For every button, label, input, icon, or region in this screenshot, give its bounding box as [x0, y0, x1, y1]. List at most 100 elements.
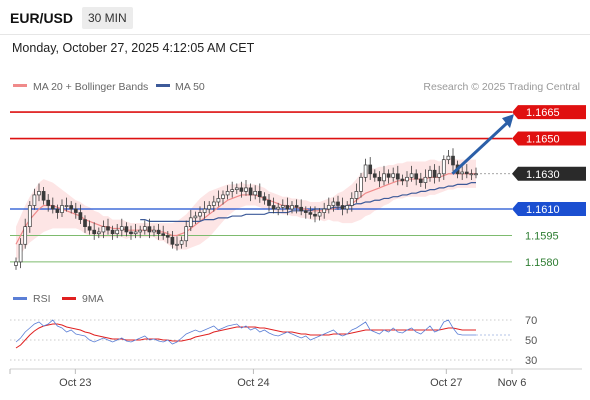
candle-body — [248, 187, 253, 196]
rsi-panel: 70 50 30 — [10, 315, 537, 367]
candle-body — [27, 205, 32, 228]
candle-body — [184, 226, 189, 242]
rsi-level-label-30: 30 — [525, 355, 537, 367]
projection — [451, 114, 514, 175]
candle-body — [110, 229, 115, 235]
timestamp: Monday, October 27, 2025 4:12:05 AM CET — [12, 41, 255, 55]
candle-body — [129, 231, 133, 235]
candle-body — [354, 191, 359, 199]
candle-body — [124, 226, 129, 233]
candle-body — [188, 217, 193, 228]
candle-body — [414, 173, 419, 180]
candle-body — [198, 212, 202, 217]
candle-body — [92, 229, 97, 235]
level-badge-text-1.1610: 1.1610 — [526, 204, 560, 216]
x-tick-label-Nov 6: Nov 6 — [498, 377, 527, 389]
candle-body — [225, 191, 230, 196]
header-divider — [0, 34, 590, 35]
level-badge-text-1.1650: 1.1650 — [526, 134, 560, 146]
candle-body — [262, 196, 267, 201]
candle-body — [460, 171, 465, 175]
candle-body — [211, 201, 216, 206]
level-badge-1.1630 — [512, 166, 586, 181]
candle-body — [37, 191, 41, 196]
chart-legend: MA 20 + Bollinger Bands MA 50 Research ©… — [13, 81, 580, 93]
candle-body — [14, 261, 18, 266]
candle-body — [437, 173, 442, 178]
candle-body — [221, 194, 225, 199]
candle-body — [101, 226, 106, 233]
x-tick-label-Oct 23: Oct 23 — [59, 377, 91, 389]
symbol-title: EUR/USD — [10, 10, 74, 26]
candle-body — [303, 210, 308, 213]
level-badge-1.1665 — [512, 105, 586, 120]
candle-body — [469, 173, 474, 176]
candle-body — [23, 226, 28, 245]
candle-body — [202, 208, 207, 213]
candle-body — [386, 173, 391, 178]
candle-body — [142, 226, 147, 231]
candle-body — [179, 240, 184, 245]
candle-body — [60, 205, 64, 213]
rsi-legend-swatch — [13, 297, 27, 300]
level-badge-1.1650 — [512, 131, 586, 146]
candle-body — [400, 178, 405, 182]
candle-body — [165, 235, 170, 238]
candle-body — [441, 159, 446, 175]
candle-body — [409, 173, 414, 178]
candle-body — [55, 208, 60, 213]
candle-body — [271, 205, 276, 210]
price-levels — [10, 111, 512, 263]
candle-body — [50, 205, 55, 210]
candle-body — [322, 208, 327, 213]
candle-body — [41, 191, 46, 201]
ma50-legend-label: MA 50 — [175, 81, 205, 93]
candle-body — [464, 171, 469, 175]
candle-body — [432, 169, 437, 178]
candle-body — [372, 173, 377, 178]
candle-body — [428, 169, 432, 178]
candle-body — [46, 199, 51, 206]
rsi-level-label-70: 70 — [525, 315, 537, 327]
candle-body — [234, 187, 239, 190]
rsi-ma-line — [15, 323, 476, 349]
candle-body — [152, 229, 156, 233]
candle-body — [156, 229, 161, 235]
rsi-legend: RSI 9MA — [13, 293, 104, 305]
candle-body — [405, 176, 409, 182]
candle-body — [451, 155, 455, 166]
candle-body — [299, 206, 304, 212]
candle-body — [239, 187, 244, 192]
candle-body — [363, 164, 368, 178]
candle-body — [69, 205, 74, 210]
candle-body — [216, 198, 221, 203]
rsi-level-label-50: 50 — [525, 335, 537, 347]
candle-body — [340, 205, 345, 210]
candle-body — [474, 173, 478, 176]
candle-body — [253, 191, 258, 196]
candle-body — [359, 176, 363, 192]
candle-body — [64, 205, 69, 207]
candle-body — [207, 205, 212, 210]
copyright-text: Research © 2025 Trading Central — [423, 81, 580, 93]
candle-body — [119, 226, 124, 231]
x-tick-label-Oct 27: Oct 27 — [430, 377, 462, 389]
x-tick-label-Oct 24: Oct 24 — [237, 377, 269, 389]
candle-body — [18, 243, 23, 263]
candle-body — [96, 231, 101, 235]
candle-body — [115, 229, 120, 235]
candle-body — [276, 206, 281, 210]
price-badges: 1.1665 1.1650 1.1630 1.1610 1.1595 1.1580 — [512, 105, 586, 269]
level-badge-text-1.1665: 1.1665 — [526, 107, 560, 119]
candle-body — [294, 205, 299, 208]
candle-body — [395, 173, 400, 180]
candle-body — [446, 155, 451, 161]
candle-body — [418, 178, 423, 183]
timeframe-badge[interactable]: 30 MIN — [82, 7, 133, 29]
candle-body — [345, 205, 350, 210]
candle-body — [313, 213, 317, 217]
candle-body — [280, 205, 285, 208]
candle-body — [382, 173, 386, 182]
candle-body — [87, 226, 92, 231]
